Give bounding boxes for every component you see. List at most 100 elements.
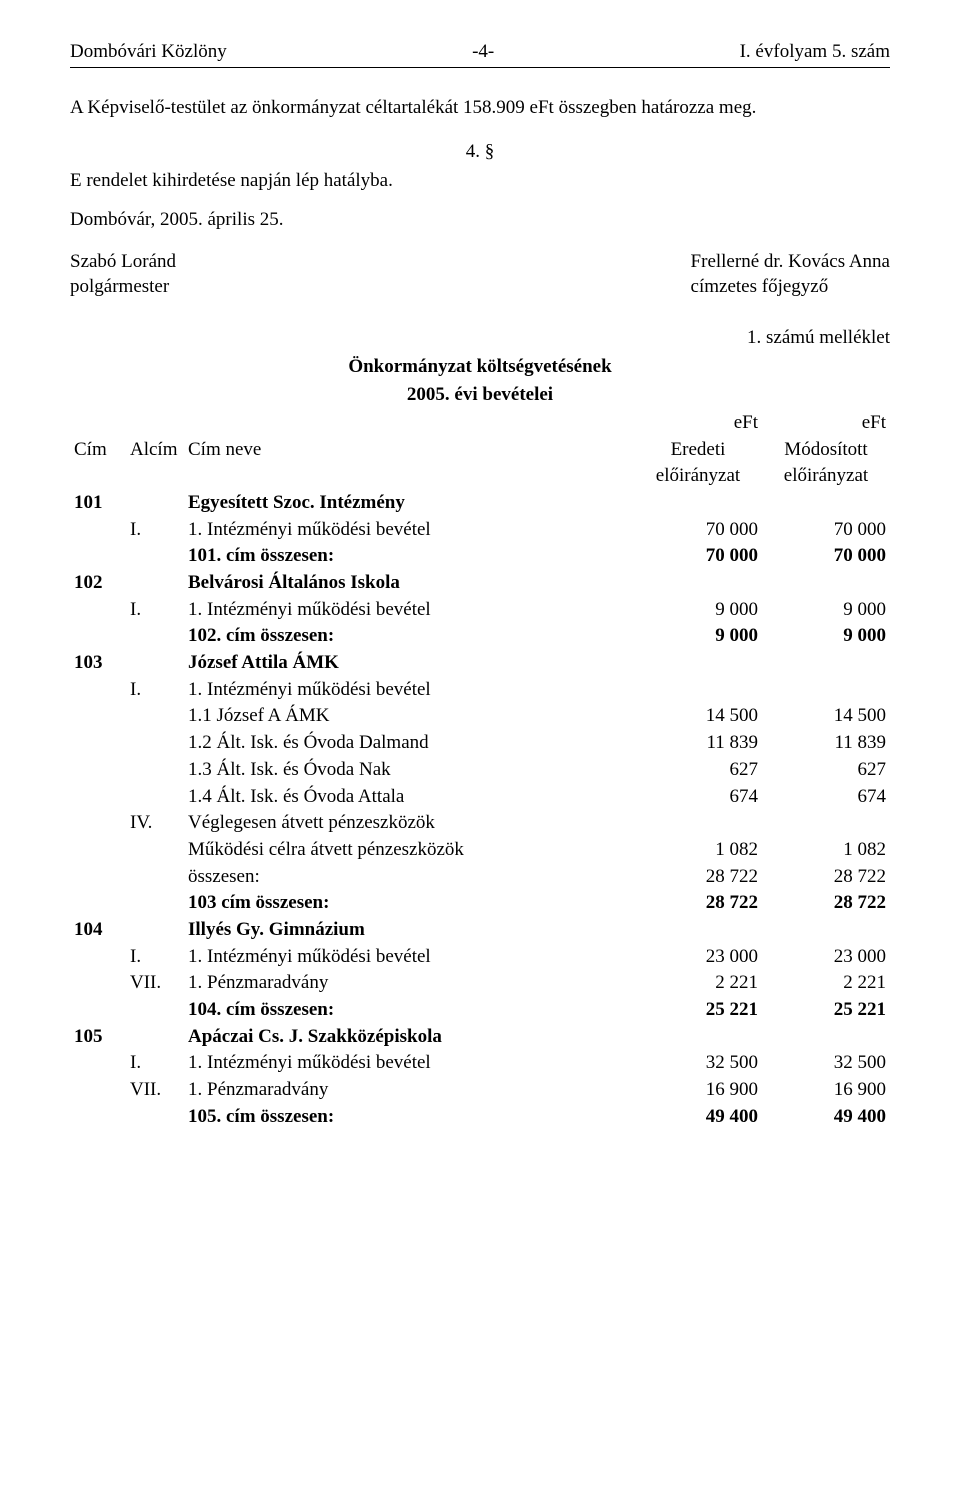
table-row: IV. Véglegesen átvett pénzeszközök [70,810,890,837]
sum-value-1: 28 722 [634,890,762,917]
table-row: I. 1. Intézményi működési bevétel 70 000… [70,517,890,544]
sum-name: 102. cím összesen: [184,623,634,650]
signer-right-name: Frellerné dr. Kovács Anna [691,250,890,275]
table-row: 105 Apáczai Cs. J. Szakközépiskola [70,1024,890,1051]
row-value-1: 28 722 [634,864,762,891]
column-header-row-2: előirányzat előirányzat [70,463,890,490]
annex-label: 1. számú melléklet [70,326,890,351]
budget-title-1: Önkormányzat költségvetésének [70,355,890,380]
row-value-1: 1 082 [634,837,762,864]
row-name: 1.3 Ált. Isk. és Óvoda Nak [184,757,634,784]
table-row: VII. 1. Pénzmaradvány 16 900 16 900 [70,1077,890,1104]
col-header-modositott: Módosított [762,437,890,464]
table-row: összesen: 28 722 28 722 [70,864,890,891]
row-value-1: 23 000 [634,944,762,971]
sum-value-1: 25 221 [634,997,762,1024]
section-title: Illyés Gy. Gimnázium [184,917,634,944]
row-value-1: 14 500 [634,703,762,730]
row-name: 1. Pénzmaradvány [184,1077,634,1104]
row-value-1: 2 221 [634,970,762,997]
row-value-2: 32 500 [762,1050,890,1077]
header-center: -4- [472,40,494,65]
signer-left: Szabó Loránd polgármester [70,250,176,299]
header-right: I. évfolyam 5. szám [740,40,890,65]
row-value-2: 2 221 [762,970,890,997]
row-value-2: 70 000 [762,517,890,544]
section-title: Apáczai Cs. J. Szakközépiskola [184,1024,634,1051]
table-row: 104 Illyés Gy. Gimnázium [70,917,890,944]
row-value-1: 11 839 [634,730,762,757]
sum-name: 105. cím összesen: [184,1104,634,1131]
table-row: I. 1. Intézményi működési bevétel 32 500… [70,1050,890,1077]
table-row: 1.1 József A ÁMK 14 500 14 500 [70,703,890,730]
section-title: Belvárosi Általános Iskola [184,570,634,597]
decree-line: E rendelet kihirdetése napján lép hatály… [70,169,890,194]
budget-title-2: 2005. évi bevételei [70,383,890,408]
intro-paragraph: A Képviselő-testület az önkormányzat cél… [70,96,890,121]
table-row: 103 József Attila ÁMK [70,650,890,677]
table-row: 1.3 Ált. Isk. és Óvoda Nak 627 627 [70,757,890,784]
page-header: Dombóvári Közlöny -4- I. évfolyam 5. szá… [70,40,890,68]
row-name: 1. Intézményi működési bevétel [184,1050,634,1077]
table-row: VII. 1. Pénzmaradvány 2 221 2 221 [70,970,890,997]
row-value-2: 28 722 [762,864,890,891]
table-row: 105. cím összesen: 49 400 49 400 [70,1104,890,1131]
sum-value-1: 70 000 [634,543,762,570]
section-code: 103 [70,650,126,677]
sum-value-1: 49 400 [634,1104,762,1131]
table-row: Működési célra átvett pénzeszközök 1 082… [70,837,890,864]
row-value-2: 14 500 [762,703,890,730]
table-row: 102 Belvárosi Általános Iskola [70,570,890,597]
alcim: I. [126,597,184,624]
eft-label-1: eFt [634,410,762,437]
row-value-1: 16 900 [634,1077,762,1104]
col-header-eloiranyzat-1: előirányzat [634,463,762,490]
signer-right: Frellerné dr. Kovács Anna címzetes főjeg… [691,250,890,299]
col-header-eredeti: Eredeti [634,437,762,464]
alcim: VII. [126,1077,184,1104]
alcim: I. [126,1050,184,1077]
row-value-1: 627 [634,757,762,784]
signer-left-name: Szabó Loránd [70,250,176,275]
row-value-1: 674 [634,784,762,811]
table-row: I. 1. Intézményi működési bevétel [70,677,890,704]
table-row: 104. cím összesen: 25 221 25 221 [70,997,890,1024]
revenue-table: eFt eFt Cím Alcím Cím neve Eredeti Módos… [70,410,890,1131]
section-title: Egyesített Szoc. Intézmény [184,490,634,517]
table-row: 101 Egyesített Szoc. Intézmény [70,490,890,517]
section-code: 101 [70,490,126,517]
eft-header-row: eFt eFt [70,410,890,437]
sum-value-2: 25 221 [762,997,890,1024]
row-value-1: 70 000 [634,517,762,544]
row-name: Véglegesen átvett pénzeszközök [184,810,634,837]
row-name: 1. Intézményi működési bevétel [184,944,634,971]
sum-value-2: 9 000 [762,623,890,650]
section-code: 105 [70,1024,126,1051]
row-name: 1. Intézményi működési bevétel [184,677,634,704]
table-row: 1.4 Ált. Isk. és Óvoda Attala 674 674 [70,784,890,811]
alcim: IV. [126,810,184,837]
col-header-alcim: Alcím [126,437,184,464]
sum-value-2: 70 000 [762,543,890,570]
section-code: 102 [70,570,126,597]
signer-left-title: polgármester [70,275,176,300]
row-name: 1. Intézményi működési bevétel [184,517,634,544]
alcim: I. [126,517,184,544]
alcim: I. [126,677,184,704]
row-value-2: 11 839 [762,730,890,757]
col-header-eloiranyzat-2: előirányzat [762,463,890,490]
row-name: összesen: [184,864,634,891]
date-line: Dombóvár, 2005. április 25. [70,208,890,233]
signer-right-title: címzetes főjegyző [691,275,890,300]
row-value-1: 9 000 [634,597,762,624]
col-header-cim: Cím [70,437,126,464]
row-value-2: 1 082 [762,837,890,864]
row-name: 1. Intézményi működési bevétel [184,597,634,624]
section-title: József Attila ÁMK [184,650,634,677]
alcim: I. [126,944,184,971]
section-code: 104 [70,917,126,944]
row-name: 1. Pénzmaradvány [184,970,634,997]
row-value-2: 627 [762,757,890,784]
sum-value-2: 49 400 [762,1104,890,1131]
table-row: 102. cím összesen: 9 000 9 000 [70,623,890,650]
